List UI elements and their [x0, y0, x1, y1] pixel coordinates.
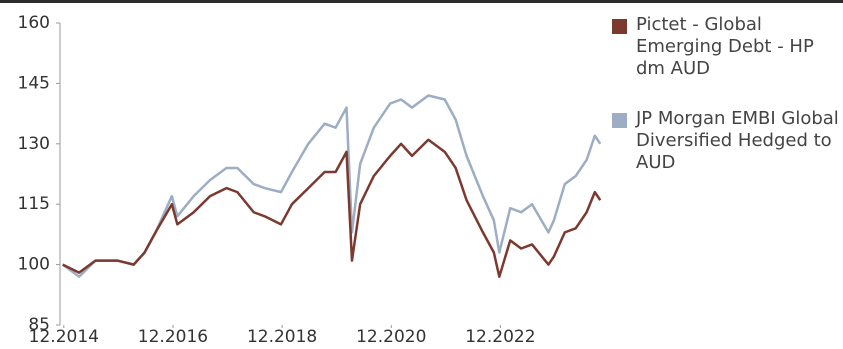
x-tick-label: 12.2020 — [356, 327, 426, 347]
legend-label: JP Morgan EMBI Global Diversified Hedged… — [636, 108, 839, 173]
y-tick-label: 160 — [18, 13, 50, 33]
y-tick-label: 115 — [18, 194, 50, 214]
y-tick-label: 85 — [28, 315, 50, 335]
y-tick-label: 130 — [18, 134, 50, 154]
x-tick-label: 12.2018 — [247, 327, 317, 347]
y-tick-label: 100 — [18, 255, 50, 275]
legend-swatch — [612, 113, 627, 128]
series-line — [62, 138, 602, 278]
x-tick-label: 12.2014 — [29, 327, 99, 347]
x-tick-label: 12.2022 — [465, 327, 535, 347]
x-tick-label: 12.2016 — [138, 327, 208, 347]
y-tick-label: 145 — [18, 73, 50, 93]
legend-swatch — [612, 19, 627, 34]
legend-label: Pictet - Global Emerging Debt - HP dm AU… — [636, 14, 814, 79]
series-line — [61, 94, 602, 278]
top-border — [0, 0, 843, 3]
